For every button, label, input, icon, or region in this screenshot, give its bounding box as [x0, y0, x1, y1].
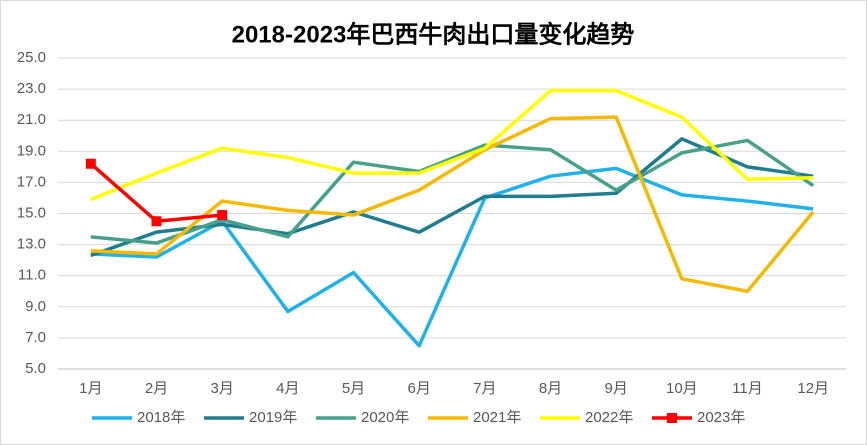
x-tick-label: 3月: [210, 380, 233, 397]
x-tick-label: 11月: [732, 380, 763, 397]
y-tick-label: 13.0: [17, 236, 46, 253]
y-tick-label: 23.0: [17, 80, 46, 97]
series-line: [90, 115, 815, 293]
x-tick-label: 5月: [342, 380, 365, 397]
legend-label: 2021年: [473, 409, 521, 426]
legend-label: 2018年: [137, 409, 185, 426]
x-tick-label: 8月: [539, 380, 562, 397]
legend-label: 2022年: [585, 409, 633, 426]
x-tick-label: 7月: [473, 380, 496, 397]
legend-label: 2019年: [249, 409, 297, 426]
series-line: [90, 138, 815, 245]
y-tick-label: 11.0: [18, 267, 46, 284]
legend-marker: [667, 413, 677, 423]
y-tick-label: 15.0: [17, 204, 46, 221]
point-marker: [85, 158, 96, 169]
x-tick-label: 4月: [276, 380, 299, 397]
x-tick-label: 2月: [145, 380, 168, 397]
legend-label: 2023年: [697, 409, 745, 426]
x-tick-label: 6月: [407, 380, 430, 397]
x-tick-label: 10月: [666, 380, 698, 397]
point-marker: [151, 216, 162, 227]
y-tick-label: 25.0: [17, 49, 46, 66]
y-tick-label: 9.0: [25, 298, 46, 315]
series-line: [90, 137, 814, 258]
y-tick-label: 17.0: [17, 173, 46, 190]
y-tick-label: 7.0: [25, 329, 46, 346]
series-line: [90, 88, 814, 202]
legend-label: 2020年: [361, 409, 409, 426]
x-tick-label: 9月: [604, 380, 627, 397]
x-tick-label: 1月: [79, 380, 102, 397]
x-tick-label: 12月: [797, 380, 829, 397]
chart-title: 2018-2023年巴西牛肉出口量变化趋势: [232, 20, 635, 48]
y-tick-label: 21.0: [17, 111, 46, 128]
y-tick-label: 5.0: [25, 360, 46, 377]
point-marker: [217, 210, 228, 221]
y-tick-label: 19.0: [17, 142, 46, 159]
